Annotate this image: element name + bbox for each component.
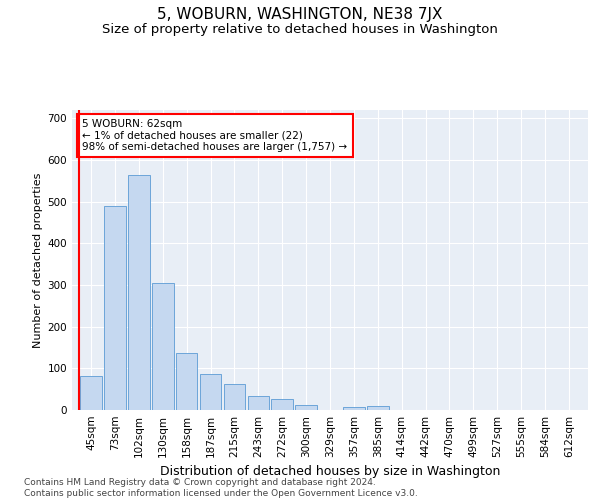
Bar	[200, 374, 221, 410]
Bar	[104, 206, 126, 410]
Y-axis label: Number of detached properties: Number of detached properties	[34, 172, 43, 348]
Bar	[271, 399, 293, 410]
Bar	[224, 384, 245, 410]
Bar	[128, 174, 149, 410]
Text: 5, WOBURN, WASHINGTON, NE38 7JX: 5, WOBURN, WASHINGTON, NE38 7JX	[157, 8, 443, 22]
Bar	[295, 406, 317, 410]
Bar	[176, 352, 197, 410]
Text: Contains HM Land Registry data © Crown copyright and database right 2024.
Contai: Contains HM Land Registry data © Crown c…	[24, 478, 418, 498]
X-axis label: Distribution of detached houses by size in Washington: Distribution of detached houses by size …	[160, 466, 500, 478]
Text: Size of property relative to detached houses in Washington: Size of property relative to detached ho…	[102, 22, 498, 36]
Bar	[343, 406, 365, 410]
Bar	[367, 406, 389, 410]
Text: 5 WOBURN: 62sqm
← 1% of detached houses are smaller (22)
98% of semi-detached ho: 5 WOBURN: 62sqm ← 1% of detached houses …	[82, 119, 347, 152]
Bar	[248, 396, 269, 410]
Bar	[152, 283, 173, 410]
Bar	[80, 376, 102, 410]
